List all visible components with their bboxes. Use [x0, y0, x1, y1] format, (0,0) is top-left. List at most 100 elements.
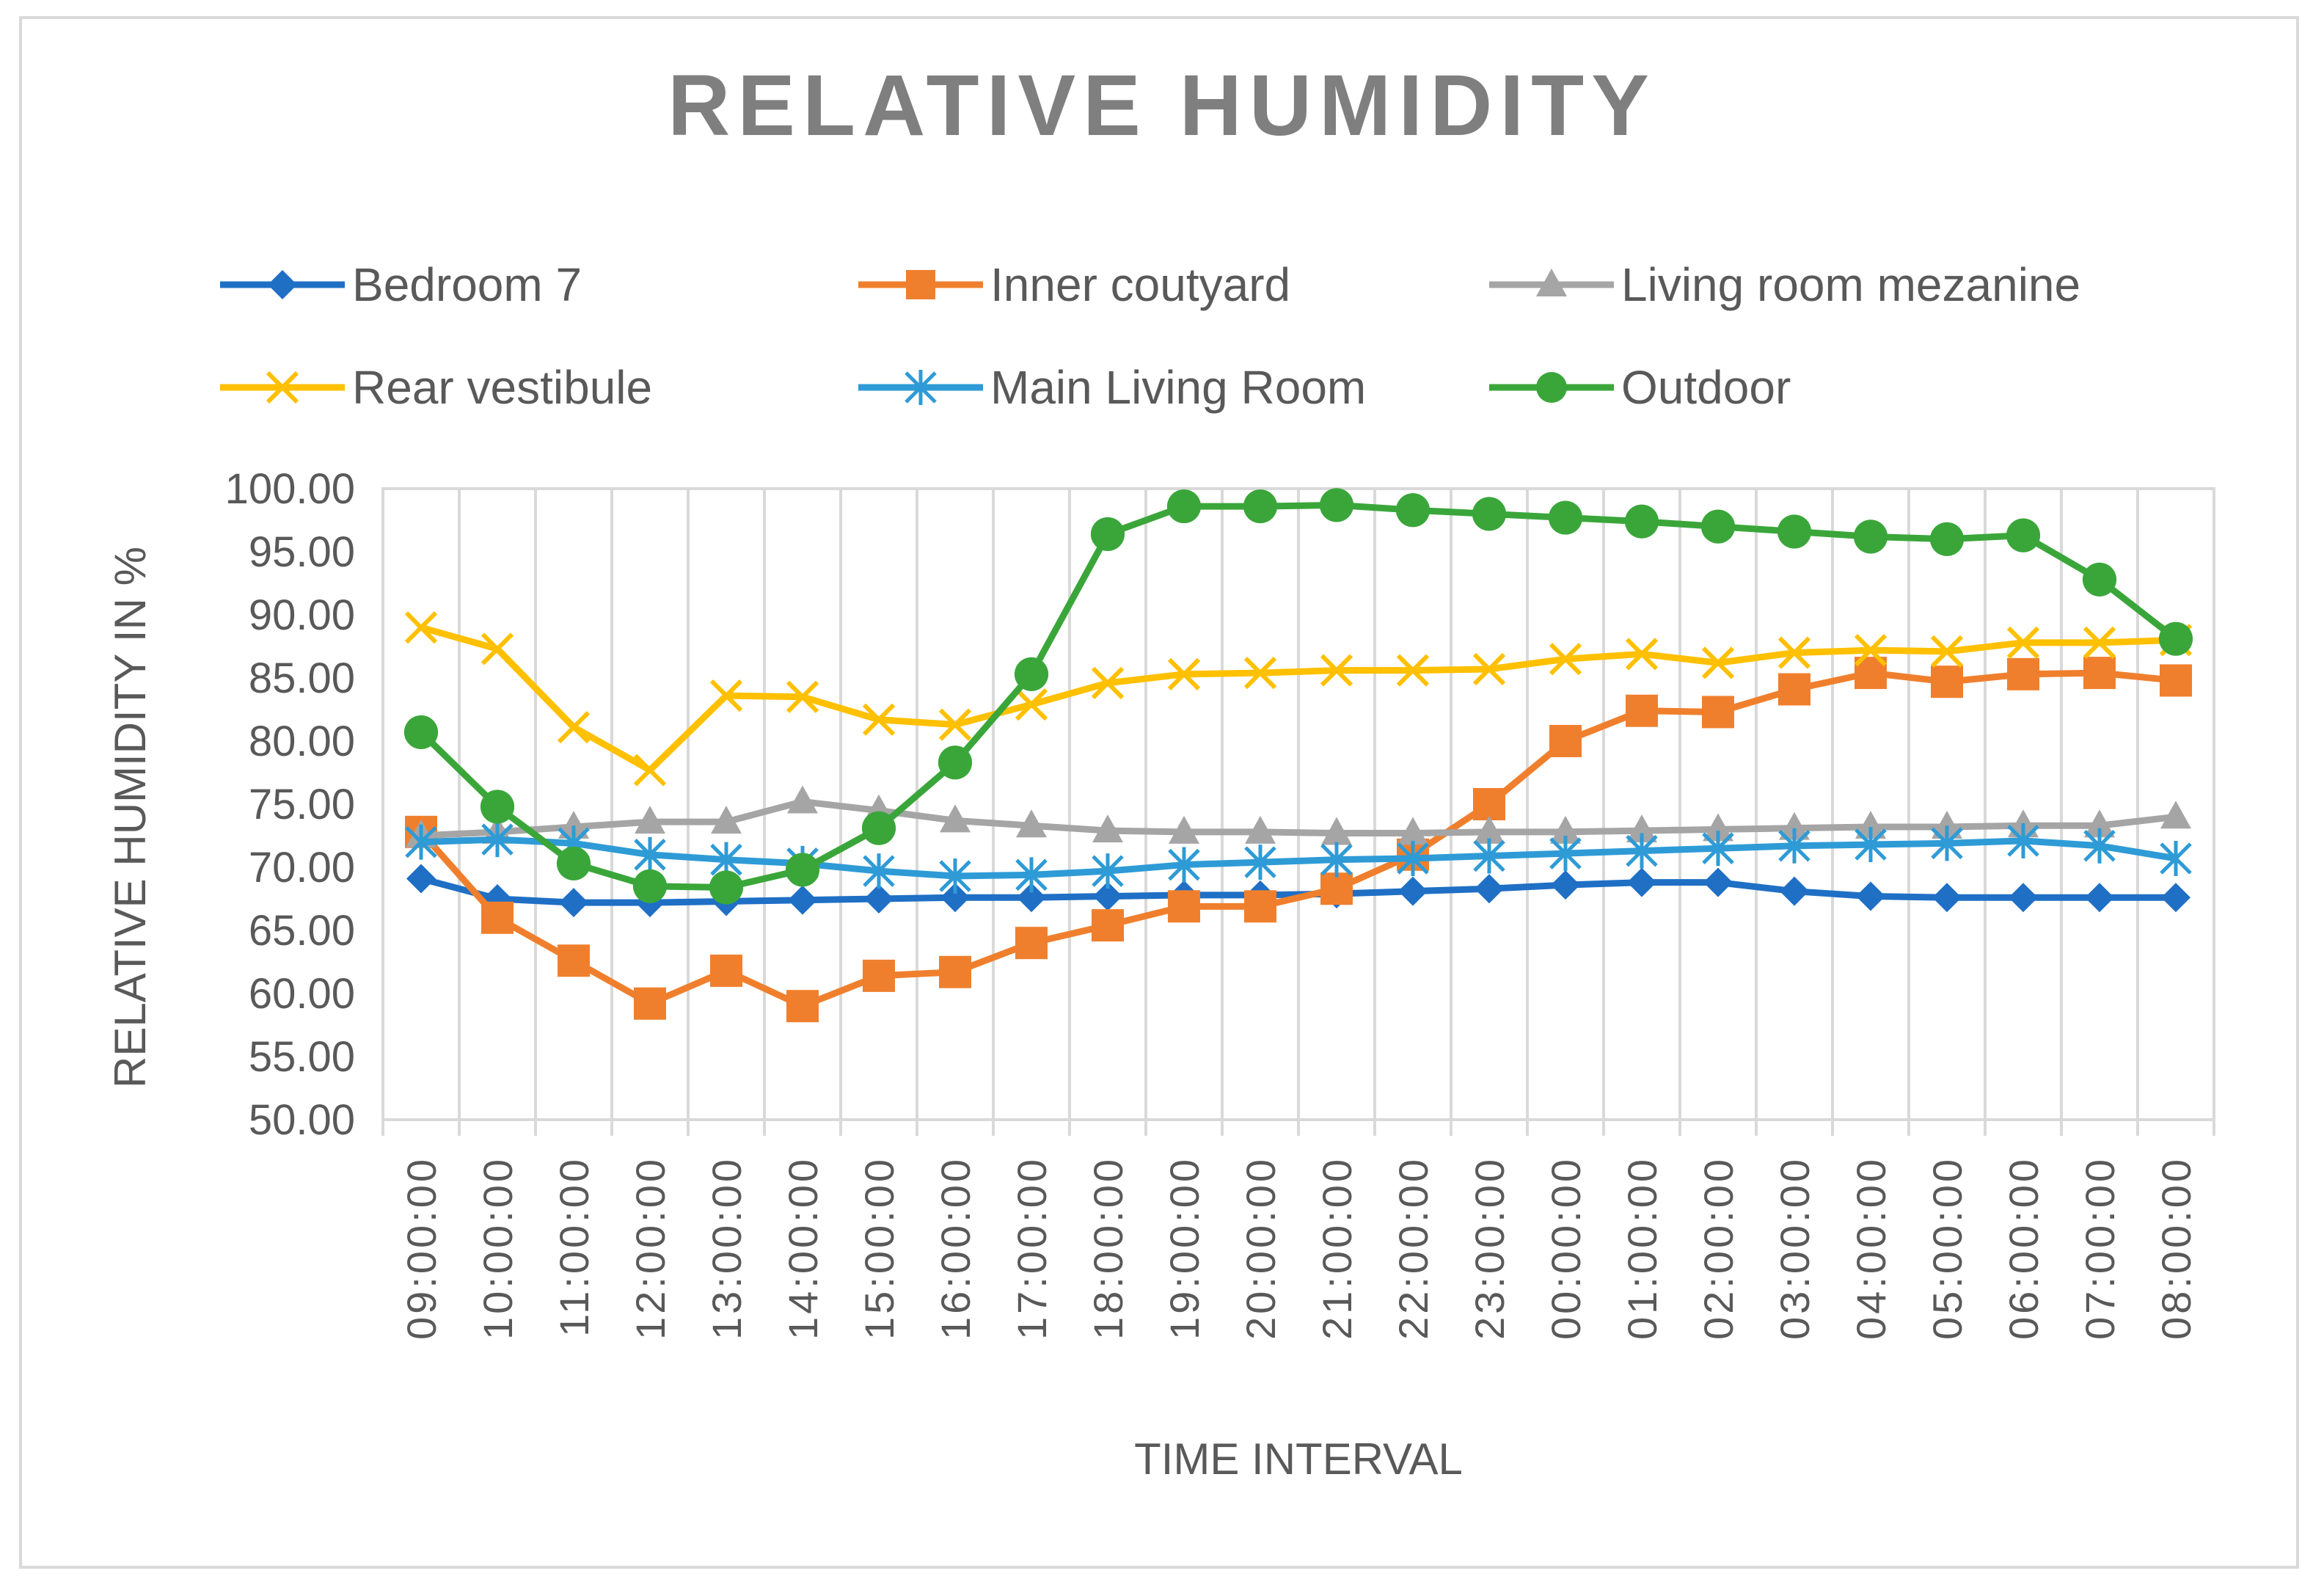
data-point-living-room-mezanine: [1016, 809, 1047, 838]
data-point-living-room-mezanine: [2084, 809, 2115, 838]
data-point-rear-vestibule: [2006, 626, 2040, 659]
data-point-living-room-mezanine: [1321, 817, 1352, 845]
data-point-living-room-mezanine: [2160, 801, 2191, 829]
data-point-bedroom-7: [788, 885, 817, 915]
data-point-rear-vestibule: [1320, 654, 1353, 687]
data-point-main-living-room: [939, 858, 971, 894]
legend-marker: [266, 371, 299, 404]
data-point-main-living-room: [1549, 836, 1582, 872]
data-point-outdoor: [2082, 562, 2117, 597]
data-point-inner-coutyard: [2083, 657, 2116, 690]
data-point-inner-coutyard: [939, 955, 971, 988]
data-point-outdoor: [709, 870, 744, 905]
y-tick-label: 70.00: [249, 844, 355, 891]
y-tick-label: 60.00: [249, 970, 355, 1018]
data-point-outdoor: [1548, 500, 1583, 535]
data-point-bedroom-7: [1475, 874, 1504, 904]
series-outdoor: [403, 488, 2193, 905]
data-point-living-room-mezanine: [1626, 814, 1657, 843]
data-point-bedroom-7: [1398, 876, 1428, 906]
data-point-outdoor: [403, 715, 439, 750]
data-point-bedroom-7: [940, 883, 970, 913]
data-point-inner-coutyard: [1702, 696, 1734, 729]
data-point-living-room-mezanine: [1550, 815, 1581, 844]
y-tick-label: 75.00: [249, 781, 355, 828]
data-point-main-living-room: [1244, 845, 1276, 880]
x-tick-label: 04:00:00: [1848, 1156, 1894, 1340]
data-point-inner-coutyard: [710, 955, 742, 988]
x-tick-label: 15:00:00: [856, 1156, 902, 1340]
data-point-main-living-room: [1702, 831, 1734, 867]
data-point-rear-vestibule: [480, 632, 514, 665]
legend-marker: [268, 270, 297, 299]
data-point-rear-vestibule: [557, 710, 591, 744]
data-point-rear-vestibule: [1015, 688, 1048, 721]
legend-label: Bedroom 7: [352, 258, 582, 311]
data-point-main-living-room: [405, 824, 437, 860]
x-tick-label: 06:00:00: [2000, 1156, 2047, 1340]
x-tick-label: 16:00:00: [932, 1156, 979, 1340]
data-point-rear-vestibule: [1091, 666, 1125, 700]
data-point-bedroom-7: [1703, 867, 1733, 897]
data-point-main-living-room: [1473, 838, 1505, 874]
data-point-rear-vestibule: [1625, 638, 1659, 671]
data-point-main-living-room: [1092, 853, 1124, 889]
y-axis-label: RELATIVE HUMIDITY IN %: [106, 547, 155, 1088]
data-point-outdoor: [1014, 657, 1049, 691]
data-point-living-room-mezanine: [940, 804, 971, 833]
data-point-living-room-mezanine: [558, 810, 589, 839]
data-point-outdoor: [1243, 489, 1278, 524]
legend-marker: [906, 270, 935, 299]
data-point-inner-coutyard: [2007, 657, 2039, 690]
data-point-outdoor: [1166, 489, 1202, 524]
data-point-bedroom-7: [2009, 883, 2038, 913]
x-tick-label: 02:00:00: [1695, 1156, 1742, 1340]
data-point-main-living-room: [1855, 827, 1887, 863]
legend: Bedroom 7 Inner coutyard Living room mezan…: [220, 258, 2080, 414]
data-point-living-room-mezanine: [1855, 810, 1886, 839]
data-point-living-room-mezanine: [787, 785, 818, 814]
data-point-outdoor: [2158, 621, 2193, 656]
data-point-inner-coutyard: [1473, 788, 1505, 820]
y-tick-label: 80.00: [249, 718, 355, 765]
data-point-rear-vestibule: [1854, 634, 1888, 667]
x-tick-label: 17:00:00: [1009, 1156, 1055, 1340]
data-point-rear-vestibule: [1243, 656, 1277, 690]
data-point-main-living-room: [1626, 833, 1658, 869]
data-point-outdoor: [938, 745, 973, 780]
data-point-main-living-room: [1397, 840, 1429, 876]
legend-label: Main Living Room: [990, 361, 1366, 414]
data-point-living-room-mezanine: [711, 806, 742, 834]
data-point-living-room-mezanine: [1779, 812, 1810, 840]
series-layer: [403, 488, 2193, 1023]
data-point-living-room-mezanine: [1474, 815, 1505, 844]
data-point-main-living-room: [1168, 847, 1200, 883]
series-line-living-room-mezanine: [420, 798, 2177, 839]
data-point-rear-vestibule: [1167, 657, 1201, 690]
data-point-outdoor: [1700, 509, 1736, 544]
data-point-living-room-mezanine: [1169, 815, 1199, 844]
data-point-bedroom-7: [1093, 881, 1122, 911]
x-axis-label: TIME INTERVAL: [1134, 1434, 1463, 1484]
y-tick-label: 85.00: [249, 654, 355, 702]
x-tick-label: 00:00:00: [1543, 1156, 1589, 1340]
x-tick-label: 01:00:00: [1619, 1156, 1665, 1340]
data-point-rear-vestibule: [1549, 643, 1582, 676]
legend-label: Rear vestibule: [352, 361, 652, 414]
data-point-bedroom-7: [2161, 883, 2190, 913]
y-tick-label: 50.00: [249, 1096, 355, 1144]
data-point-rear-vestibule: [1396, 654, 1430, 687]
data-point-rear-vestibule: [786, 680, 819, 713]
data-point-outdoor: [785, 853, 820, 887]
y-tick-label: 95.00: [249, 528, 355, 576]
data-point-rear-vestibule: [1930, 635, 1964, 668]
chart-frame: RELATIVE HUMIDITY Bedroom 7 Inner coutyar…: [19, 16, 2299, 1569]
x-tick-label: 09:00:00: [398, 1156, 445, 1340]
data-point-outdoor: [1319, 488, 1354, 522]
data-point-main-living-room: [1015, 857, 1048, 893]
data-point-main-living-room: [1931, 825, 1963, 861]
legend-item-inner-coutyard: Inner coutyard: [858, 258, 1290, 311]
data-point-living-room-mezanine: [1932, 810, 1962, 839]
gridlines: [381, 487, 2215, 1136]
data-point-outdoor: [1929, 522, 1965, 556]
